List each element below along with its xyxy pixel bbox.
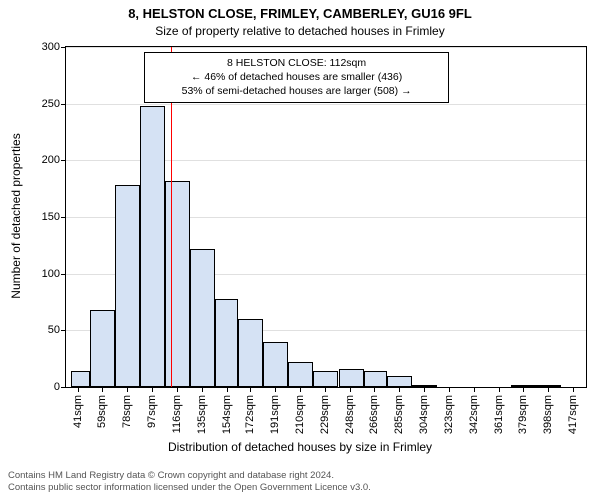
chart-title-sub: Size of property relative to detached ho… [0,24,600,38]
ytick-label: 100 [42,268,66,280]
histogram-bar [263,342,288,387]
info-box: 8 HELSTON CLOSE: 112sqm← 46% of detached… [144,52,449,103]
xtick-label: 323sqm [443,387,455,434]
figure: 8, HELSTON CLOSE, FRIMLEY, CAMBERLEY, GU… [0,0,600,500]
grid-line [66,47,586,48]
xtick-label: 41sqm [72,387,84,428]
footer-line-2: Contains public sector information licen… [8,482,592,494]
ytick-label: 150 [42,211,66,223]
histogram-bar [140,106,165,387]
histogram-bar [115,185,140,387]
histogram-bar [339,369,364,387]
histogram-bar [313,371,338,387]
info-box-line: 53% of semi-detached houses are larger (… [151,84,442,98]
xtick-label: 116sqm [171,387,183,433]
xtick-label: 210sqm [294,387,306,434]
xtick-label: 78sqm [121,387,133,428]
ytick-label: 200 [42,154,66,166]
xtick-label: 342sqm [468,387,480,434]
xtick-label: 285sqm [393,387,405,434]
histogram-bar [215,299,239,387]
y-axis-label: Number of detached properties [9,133,23,298]
info-box-line: 8 HELSTON CLOSE: 112sqm [151,56,442,70]
histogram-bar [71,371,89,387]
xtick-label: 248sqm [344,387,356,434]
xtick-label: 135sqm [196,387,208,434]
xtick-label: 59sqm [96,387,108,428]
xtick-label: 229sqm [319,387,331,434]
histogram-bar [364,371,388,387]
footer-credits: Contains HM Land Registry data © Crown c… [8,470,592,494]
xtick-label: 191sqm [269,387,281,434]
ytick-label: 0 [54,381,66,393]
xtick-label: 172sqm [244,387,256,434]
histogram-bar [90,310,115,387]
histogram-bar [387,376,412,387]
xtick-label: 154sqm [221,387,233,434]
histogram-bar [288,362,313,387]
xtick-label: 304sqm [418,387,430,434]
xtick-label: 266sqm [368,387,380,434]
xtick-label: 379sqm [517,387,529,434]
ytick-label: 250 [42,98,66,110]
histogram-bar [190,249,215,387]
xtick-label: 417sqm [567,387,579,434]
footer-line-1: Contains HM Land Registry data © Crown c… [8,470,592,482]
histogram-bar [165,181,190,387]
histogram-bar [238,319,263,387]
x-axis-label: Distribution of detached houses by size … [0,440,600,454]
ytick-label: 300 [42,41,66,53]
grid-line [66,104,586,105]
xtick-label: 97sqm [146,387,158,428]
plot-area: 05010015020025030041sqm59sqm78sqm97sqm11… [65,46,587,388]
ytick-label: 50 [48,324,66,336]
xtick-label: 361sqm [493,387,505,434]
xtick-label: 398sqm [542,387,554,434]
chart-title-main: 8, HELSTON CLOSE, FRIMLEY, CAMBERLEY, GU… [0,6,600,21]
info-box-line: ← 46% of detached houses are smaller (43… [151,70,442,84]
